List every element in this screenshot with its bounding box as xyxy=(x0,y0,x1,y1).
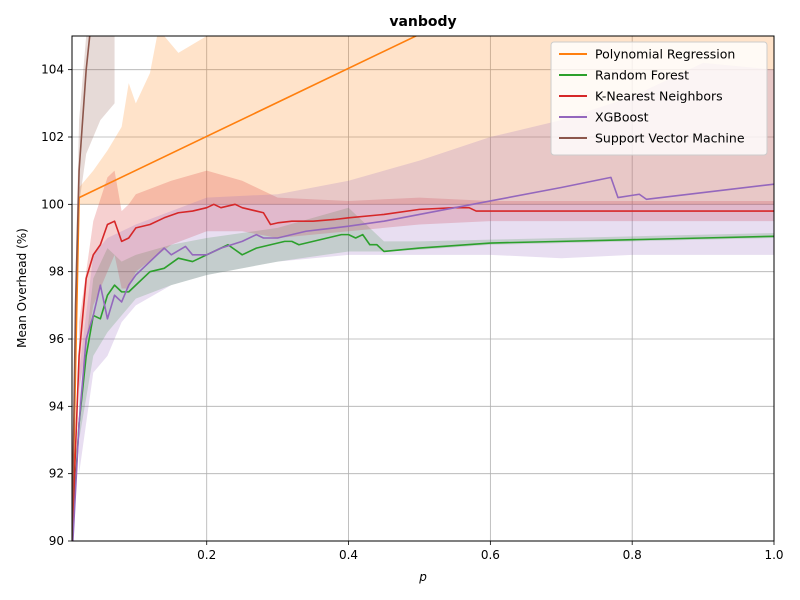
plot-frame xyxy=(71,35,775,542)
legend-label-xgboost: XGBoost xyxy=(595,110,649,125)
y-tick-label: 94 xyxy=(49,399,64,413)
y-tick-label: 98 xyxy=(49,265,64,279)
axis-ticks: 0.2 0.4 0.6 0.8 1.0 90 92 94 96 98 100 102 104 xyxy=(41,63,783,562)
random-forest-band xyxy=(79,207,774,440)
y-tick-label: 102 xyxy=(41,130,64,144)
xgboost-band xyxy=(79,62,774,474)
y-tick-label: 90 xyxy=(49,534,64,548)
support-vector-machine-line xyxy=(72,36,91,541)
random-forest-line xyxy=(72,233,774,541)
series-lines xyxy=(72,36,774,541)
x-axis-label: p xyxy=(418,570,427,584)
y-tick-label: 96 xyxy=(49,332,64,346)
legend-box xyxy=(550,41,768,156)
k-nearest-neighbors-line xyxy=(72,203,774,541)
y-axis-label: Mean Overhead (%) xyxy=(15,228,29,348)
y-tick-label: 100 xyxy=(41,197,64,211)
legend-label-k-nearest-neighbors: K-Nearest Neighbors xyxy=(595,89,723,104)
legend-label-support-vector-machine: Support Vector Machine xyxy=(595,131,745,146)
k-nearest-neighbors-band xyxy=(79,170,774,390)
legend: Polynomial Regression Random Forest K-Near… xyxy=(550,41,768,156)
legend-label-polynomial-regression: Polynomial Regression xyxy=(595,47,735,62)
support-vector-machine-band xyxy=(72,36,115,541)
x-tick-label: 0.2 xyxy=(197,548,216,562)
y-tick-label: 104 xyxy=(41,63,64,77)
y-tick-label: 92 xyxy=(49,467,64,481)
xgboost-line xyxy=(72,176,774,541)
legend-label-random-forest: Random Forest xyxy=(595,68,689,83)
x-tick-label: 0.4 xyxy=(339,548,358,562)
x-tick-label: 0.8 xyxy=(623,548,642,562)
x-tick-label: 0.6 xyxy=(481,548,500,562)
x-tick-label: 1.0 xyxy=(764,548,783,562)
grid-lines xyxy=(72,36,775,542)
chart-title: vanbody xyxy=(389,14,456,30)
